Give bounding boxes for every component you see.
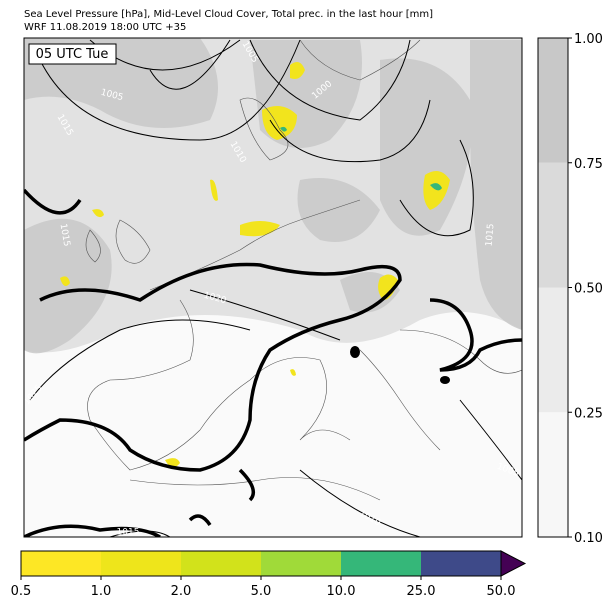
- colorbar-tick-label: 5.0: [251, 584, 272, 599]
- coastline: [85, 39, 522, 501]
- colorbar-segment: [181, 551, 261, 576]
- map: 1005 1005 1000 1015 1010 1015 1015 1020 …: [23, 37, 523, 538]
- precip-colorbar: 0.5 1.0 2.0 5.0 10.0 25.0 50.0: [11, 550, 527, 599]
- colorbar-tick-label: 1.0: [91, 584, 112, 599]
- isobar-1015: [24, 188, 522, 537]
- colorbar-segment: [21, 551, 101, 576]
- contour-label: 1015: [58, 223, 72, 247]
- colorbar-segment: [261, 551, 341, 576]
- time-box: [28, 43, 117, 65]
- colorbar-segment: [538, 287, 568, 413]
- colorbar-tick-label: 1.00: [574, 32, 603, 47]
- contour-label: 1015: [485, 223, 497, 247]
- colorbar-segment: [101, 551, 181, 576]
- colorbar-tick-label: 0.75: [574, 157, 603, 172]
- colorbar-tick-label: 50.0: [487, 584, 516, 599]
- isobar-closed: [350, 346, 360, 358]
- colorbar-tick-label: 0.50: [574, 282, 603, 297]
- colorbar-tick-label: 2.0: [171, 584, 192, 599]
- colorbar-tick-label: 0.10: [574, 531, 603, 546]
- colorbar-segment: [538, 162, 568, 288]
- colorbar-segment: [341, 551, 421, 576]
- time-label: 05 UTC Tue: [36, 47, 109, 62]
- colorbar-segment: [538, 412, 568, 537]
- colorbar-segment: [421, 551, 501, 576]
- colorbar-tick-label: 10.0: [327, 584, 356, 599]
- colorbar-extend: [500, 550, 527, 577]
- cloud-colorbar: 0.10 0.25 0.50 0.75 1.00: [537, 32, 603, 546]
- title-line: WRF 11.08.2019 18:00 UTC +35: [24, 22, 186, 33]
- title-line: Sea Level Pressure [hPa], Mid-Level Clou…: [24, 9, 433, 20]
- cloud-area: [24, 38, 522, 354]
- map-frame: [23, 37, 523, 538]
- colorbar-tick-label: 0.25: [574, 406, 603, 421]
- colorbar-tick-label: 25.0: [407, 584, 436, 599]
- isobar-closed: [440, 376, 450, 384]
- colorbar-tick-label: 0.5: [11, 584, 32, 599]
- colorbar-segment: [538, 38, 568, 163]
- contour-label: 1015: [117, 528, 140, 538]
- isobar: [29, 39, 522, 537]
